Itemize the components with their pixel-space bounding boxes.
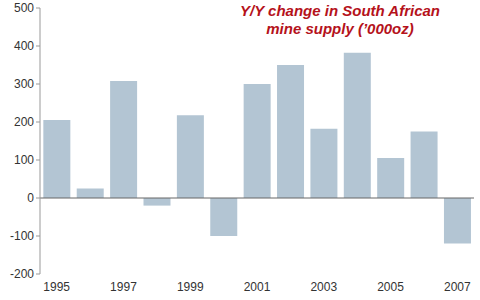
svg-text:2005: 2005 xyxy=(377,280,404,294)
svg-text:300: 300 xyxy=(14,77,34,91)
svg-text:1999: 1999 xyxy=(177,280,204,294)
svg-text:-100: -100 xyxy=(10,229,34,243)
svg-text:-200: -200 xyxy=(10,267,34,281)
svg-text:2001: 2001 xyxy=(244,280,271,294)
svg-text:2007: 2007 xyxy=(444,280,471,294)
html-text:Y/Y change in South African: Y/Y change in South African xyxy=(240,2,440,19)
svg-text:100: 100 xyxy=(14,153,34,167)
svg-text:1997: 1997 xyxy=(110,280,137,294)
svg-text:400: 400 xyxy=(14,39,34,53)
svg-text:200: 200 xyxy=(14,115,34,129)
svg-text:0: 0 xyxy=(27,191,34,205)
html-text:mine supply (’000oz): mine supply (’000oz) xyxy=(266,20,414,37)
svg-text:1995: 1995 xyxy=(43,280,70,294)
svg-text:500: 500 xyxy=(14,1,34,15)
svg-text:2003: 2003 xyxy=(310,280,337,294)
